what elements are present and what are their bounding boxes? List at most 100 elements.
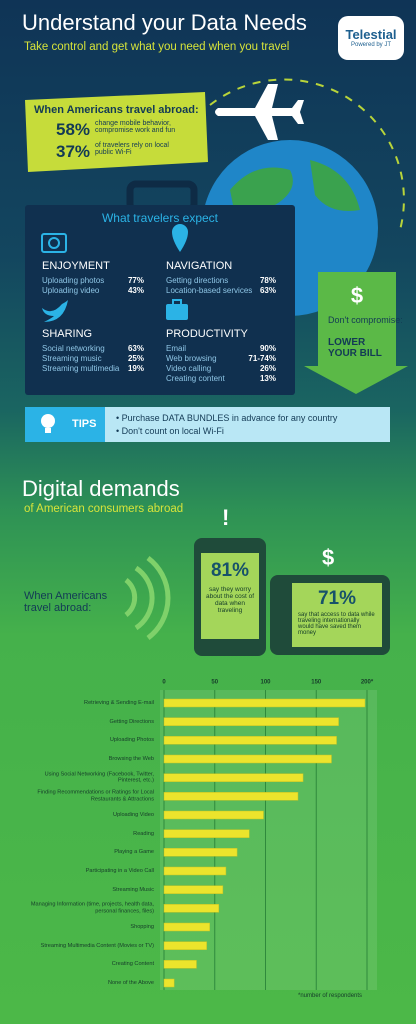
row-label: Location-based services — [166, 286, 253, 295]
expect-panel — [25, 205, 295, 395]
x-tick-label: 0 — [162, 680, 166, 686]
phone-screen — [201, 553, 259, 639]
bar — [163, 717, 339, 726]
tip: • Don't count on local Wi-Fi — [116, 426, 224, 436]
logo: Telestial Powered by JT — [338, 16, 404, 60]
row-value: 77% — [127, 276, 144, 285]
bar — [163, 773, 304, 782]
x-tick-label: 50 — [211, 680, 218, 686]
row-label: Uploading video — [42, 286, 100, 295]
row-label: Uploading photos — [42, 276, 105, 285]
camera-lens — [48, 237, 60, 249]
tip: • Purchase DATA BUNDLES in advance for a… — [116, 413, 338, 423]
bar — [163, 754, 332, 764]
row-value: 63% — [259, 286, 276, 295]
stat-text: of travelers rely on local public Wi-Fi — [95, 142, 169, 156]
category-label: Getting Directions — [109, 718, 154, 725]
category-label: Reading — [133, 830, 154, 837]
tips-label: TIPS — [72, 418, 97, 430]
tips-label-box — [25, 407, 105, 442]
category-label: Browsing the Web — [108, 755, 154, 762]
tablet-text: say that access to data while traveling … — [298, 612, 375, 636]
bill-box — [318, 272, 396, 366]
bar — [163, 810, 264, 820]
row-value: 26% — [259, 364, 276, 373]
bar — [163, 698, 366, 708]
wave — [124, 578, 138, 617]
demands-lead: When Americans travel abroad: — [24, 590, 108, 614]
x-tick-label: 100 — [260, 680, 271, 686]
land — [230, 160, 360, 240]
bar — [163, 978, 175, 988]
wave — [134, 565, 155, 631]
category-label: Uploading Photos — [109, 737, 154, 744]
wave — [146, 556, 171, 640]
group-name: ENJOYMENT — [42, 260, 110, 272]
row-label: Video calling — [166, 364, 212, 373]
group-name: SHARING — [42, 328, 93, 340]
bird-icon — [42, 300, 68, 322]
category-label: Participating in a Video Call — [85, 867, 154, 874]
bar — [163, 904, 220, 913]
row-value: 71-74% — [248, 354, 276, 363]
bar — [163, 960, 197, 969]
abroad-heading: When Americans travel abroad: — [34, 104, 199, 116]
category-label: Streaming Multimedia Content (Movies or … — [40, 942, 154, 949]
stat-text: change mobile behavior, compromise work … — [95, 120, 176, 134]
demands-title: Digital demands — [22, 476, 180, 501]
bar-chart: 0 50 100 150 200* — [160, 680, 377, 990]
row-label: Streaming music — [42, 354, 102, 363]
category-label: Creating Content — [111, 961, 154, 968]
group-name: PRODUCTIVITY — [166, 328, 248, 340]
stat-value: 37% — [56, 142, 91, 161]
tablet-icon: $ — [322, 545, 335, 570]
chart-note: *number of respondents — [298, 993, 363, 999]
row-label: Getting directions — [166, 276, 229, 285]
camera-icon — [41, 233, 67, 253]
row-value: 90% — [259, 344, 276, 353]
row-value: 43% — [127, 286, 144, 295]
bar — [163, 736, 337, 745]
category-label: Playing a Game — [114, 849, 154, 856]
briefcase-icon — [166, 304, 188, 320]
tablet-screen — [292, 583, 382, 647]
bar — [163, 922, 210, 932]
row-value: 25% — [127, 354, 144, 363]
category-label: Streaming Music — [112, 886, 154, 893]
bulb-base — [45, 428, 51, 433]
row-label: Creating content — [166, 374, 225, 383]
category-label: Shopping — [130, 923, 154, 930]
bar — [163, 866, 227, 876]
demands-subtitle: of American consumers abroad — [24, 503, 184, 515]
logo-sub: Powered by JT — [350, 42, 392, 48]
category-label: None of the Above — [107, 979, 154, 986]
expect-title: What travelers expect — [101, 211, 219, 225]
bulb-icon — [41, 414, 55, 428]
bar — [163, 848, 238, 857]
category-label: Uploading Video — [113, 811, 154, 818]
tablet-value: 71% — [317, 588, 357, 609]
category-label: Using Social Networking (Facebook, Twitt… — [44, 771, 154, 784]
category-label: Retrieving & Sending E-mail — [84, 699, 154, 706]
row-label: Streaming multimedia — [42, 364, 120, 373]
category-label: Finding Recommendations or Ratings for L… — [37, 789, 154, 803]
bar — [163, 885, 224, 894]
category-label: Managing Information (time, projects, he… — [30, 901, 154, 915]
tip-text: Don't count on local Wi-Fi — [121, 426, 224, 436]
row-label: Social networking — [42, 344, 105, 353]
bar — [163, 792, 299, 801]
row-value: 63% — [127, 344, 144, 353]
phone-icon: ! — [222, 505, 230, 530]
row-label: Email — [166, 344, 187, 353]
bill-icon: $ — [350, 283, 364, 308]
signal-waves — [124, 556, 171, 640]
group-name: NAVIGATION — [166, 260, 233, 272]
pin-icon — [172, 224, 188, 252]
bill-line2: LOWER YOUR BILL — [328, 337, 382, 359]
bar — [163, 941, 207, 950]
row-label: Web browsing — [166, 354, 217, 363]
x-tick-label: 200* — [361, 680, 374, 686]
phone-value: 81% — [210, 560, 250, 581]
